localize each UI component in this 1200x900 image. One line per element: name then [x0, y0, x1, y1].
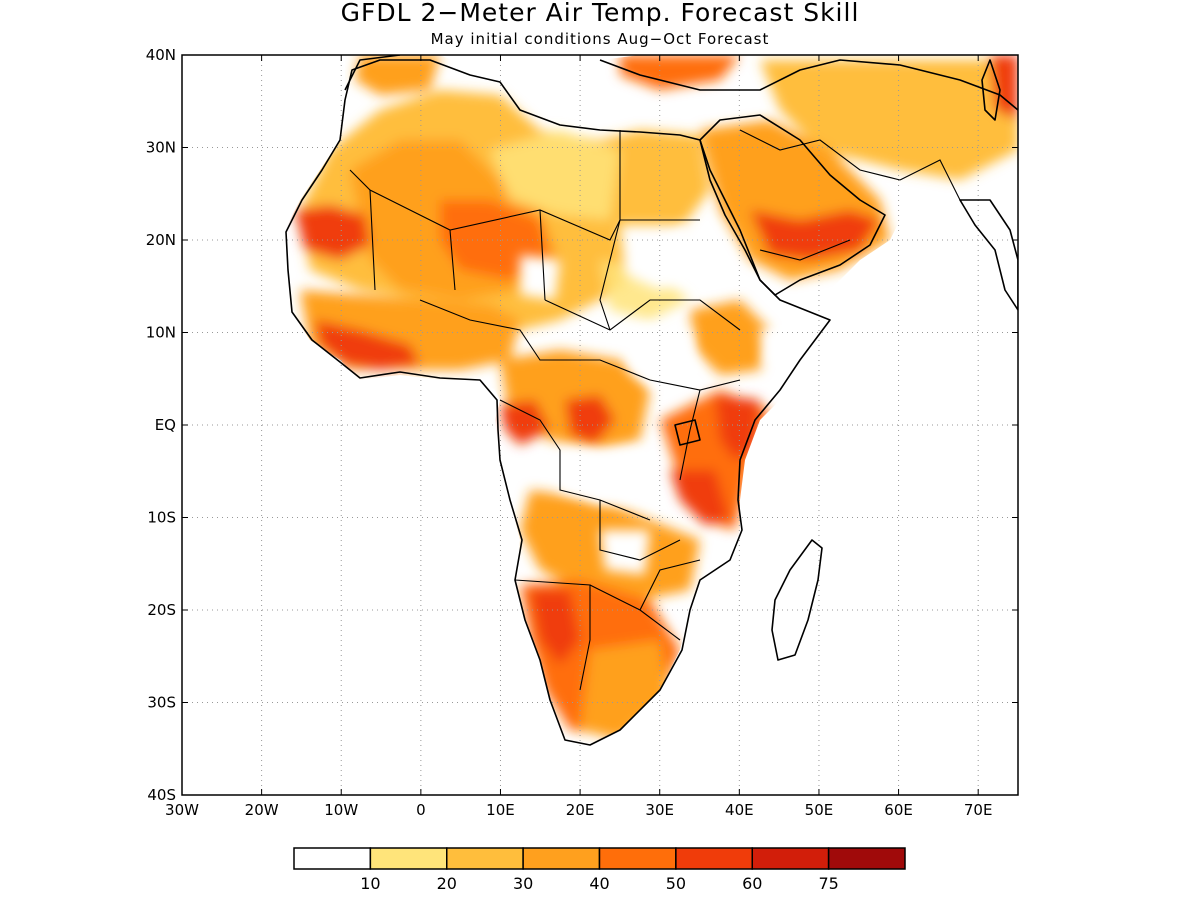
colorbar: 10 20 30 40 50 60 75 [293, 847, 906, 893]
lon-tick-label: 30W [165, 801, 199, 819]
lon-tick-label: 20E [566, 801, 595, 819]
lat-tick-label: 40S [147, 786, 176, 804]
lon-tick-label: 70E [964, 801, 993, 819]
latitude-axis: 40N 30N 20N 10N EQ 10S 20S 30S 40S [146, 46, 1018, 804]
skill-region-fringe-north [490, 130, 620, 220]
colorbar-segment [827, 847, 906, 870]
colorbar-label: 20 [437, 874, 457, 893]
skill-region-tanzania [670, 470, 730, 525]
figure-title: GFDL 2−Meter Air Temp. Forecast Skill [341, 0, 860, 27]
india-coastline [959, 199, 1018, 311]
lat-lon-grid [182, 55, 1018, 795]
colorbar-label: 75 [818, 874, 838, 893]
map-plot-area [182, 55, 1018, 795]
skill-region-namibia [530, 590, 580, 665]
lat-tick-label: 30S [147, 694, 176, 712]
skill-region-fringe-east [600, 260, 690, 320]
lat-tick-label: 20N [146, 231, 176, 249]
lat-tick-label: 30N [146, 139, 176, 157]
colorbar-label: 40 [589, 874, 609, 893]
lon-tick-label: 60E [884, 801, 913, 819]
skill-region-kenya [715, 395, 760, 460]
lat-tick-label: 10N [146, 324, 176, 342]
colorbar-segment [751, 847, 830, 870]
lat-tick-label: 40N [146, 46, 176, 64]
skill-region-arabia-core [750, 210, 880, 260]
africa-coastline [285, 59, 831, 746]
lon-tick-label: 40E [725, 801, 754, 819]
madagascar-coastline [771, 539, 823, 661]
skill-region-mauritania [295, 205, 370, 260]
ocean-mask [182, 55, 1018, 795]
skill-region-congo [500, 400, 550, 445]
lon-tick-label: 30E [645, 801, 674, 819]
lon-tick-label: 50E [805, 801, 834, 819]
skill-region-ethiopia [690, 300, 770, 375]
skill-region-west-africa-coast [315, 320, 420, 370]
lat-tick-label: 20S [147, 601, 176, 619]
europe-coastline [344, 55, 1018, 111]
lon-tick-label: 0 [416, 801, 426, 819]
lon-tick-label: 10E [486, 801, 515, 819]
skill-region-mediterranean-north [355, 55, 440, 95]
colorbar-segment [446, 847, 524, 870]
colorbar-segment [293, 847, 372, 870]
lat-tick-label: EQ [155, 416, 176, 434]
caspian-coastline [981, 59, 1001, 121]
arabia-coastline [699, 114, 886, 296]
lon-tick-label: 20W [245, 801, 279, 819]
colorbar-segment [369, 847, 448, 870]
colorbar-label: 30 [513, 874, 533, 893]
colorbar-label: 10 [360, 874, 380, 893]
longitude-axis: 30W 20W 10W 0 10E 20E 30E 40E 50E 60E 70E [165, 55, 992, 819]
skill-region-congo-east [565, 395, 615, 445]
colorbar-segment [598, 847, 677, 870]
skill-region-northeast [620, 55, 740, 90]
figure-subtitle: May initial conditions Aug−Oct Forecast [431, 30, 770, 48]
colorbar-label: 60 [742, 874, 762, 893]
colorbar-segment [522, 847, 601, 870]
coastlines [285, 55, 1018, 746]
lon-tick-label: 10W [324, 801, 358, 819]
colorbar-label: 50 [666, 874, 686, 893]
colorbar-segment [675, 847, 753, 870]
low-skill-gaps [520, 225, 800, 575]
lake-victoria [674, 419, 701, 446]
country-borders [349, 129, 961, 691]
lat-tick-label: 10S [147, 509, 176, 527]
